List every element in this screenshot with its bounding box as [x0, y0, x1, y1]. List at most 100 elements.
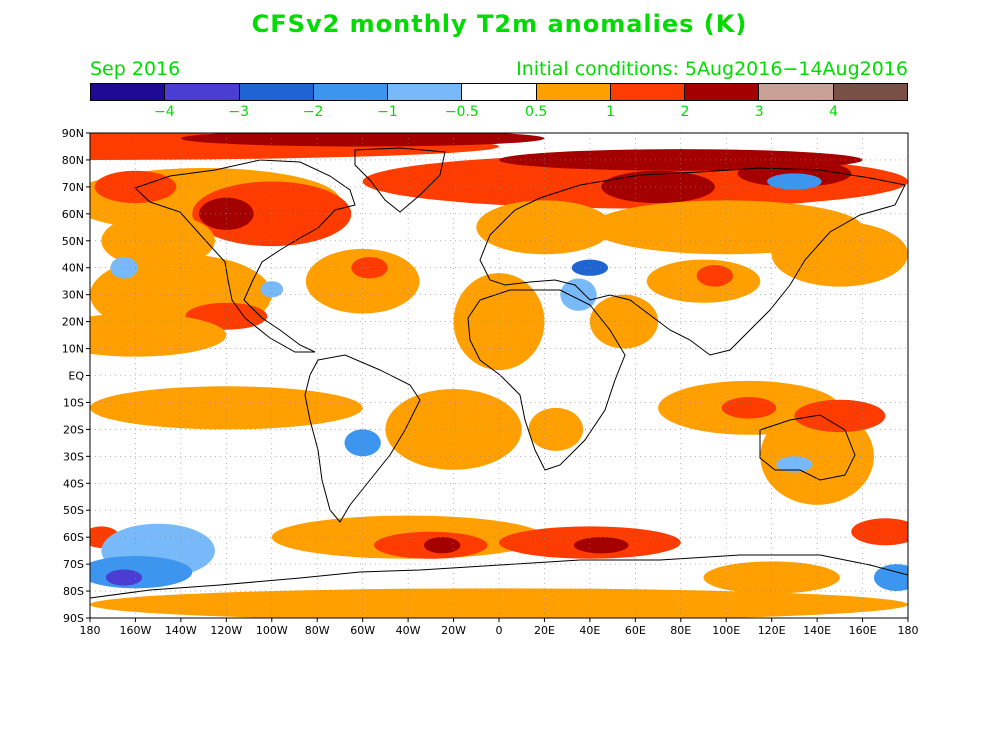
longitude-label: 100W — [256, 624, 288, 637]
antarctica-coast — [90, 554, 908, 599]
latitude-label: 20N — [62, 316, 84, 329]
colorbar-bin — [610, 84, 686, 100]
longitude-label: 140W — [165, 624, 197, 637]
latitude-label: 90N — [62, 127, 84, 140]
colorbar-bin — [759, 84, 834, 100]
eurasia-coast — [479, 167, 906, 356]
colorbar-tick-label: −2 — [302, 104, 324, 120]
colorbar-tick-label: −1 — [377, 104, 398, 120]
anomaly-region — [260, 281, 284, 298]
longitude-labels: 180 160W 140W 120W 100W 80W 60W 40W 20W 0 20E 40E 60… — [80, 618, 919, 637]
anomaly-region — [573, 537, 629, 554]
longitude-label: 160E — [849, 624, 877, 637]
anomaly-region — [344, 429, 381, 457]
north-america-coast — [134, 159, 356, 353]
latitude-label: 70N — [62, 181, 84, 194]
longitude-label: 40W — [396, 624, 421, 637]
latitude-label: 10S — [63, 396, 84, 409]
longitude-label: 120E — [758, 624, 786, 637]
longitude-label: 20W — [441, 624, 466, 637]
colorbar-bin — [833, 84, 907, 100]
colorbar-bin — [462, 84, 537, 100]
colorbar-tick-label: −4 — [154, 104, 175, 120]
anomaly-region — [101, 213, 215, 268]
anomaly-region — [571, 259, 609, 276]
initial-conditions-label: Initial conditions: 5Aug2016−14Aug2016 — [516, 58, 908, 80]
colorbar-bin — [313, 84, 389, 100]
longitude-label: 120W — [210, 624, 242, 637]
colorbar-tick-label: 1 — [606, 104, 615, 120]
anomaly-region — [560, 278, 597, 311]
latitude-labels: 90N 80N 70N 60N 50N 40N 30N 20N 10N EQ 10S 20S 30S 40… — [62, 127, 90, 625]
australia-coast — [759, 414, 856, 481]
map-title: CFSv2 monthly T2m anomalies (K) — [251, 10, 748, 38]
colorbar-tick-label: 3 — [754, 104, 764, 120]
colorbar-bin — [388, 84, 463, 100]
colorbar-tick-label: −0.5 — [444, 104, 479, 120]
colorbar-tick-label: 4 — [829, 104, 839, 120]
latitude-label: 50S — [63, 504, 84, 517]
colorbar — [90, 83, 908, 101]
latitude-label: 40N — [62, 262, 84, 275]
anomaly-region — [737, 159, 852, 187]
longitude-label: 140E — [803, 624, 831, 637]
latitude-label: 30N — [62, 289, 84, 302]
anomaly-region — [105, 569, 143, 586]
anomaly-region — [601, 170, 715, 204]
latitude-label: 70S — [63, 558, 84, 571]
latitude-label: EQ — [68, 370, 84, 383]
anomaly-region — [721, 397, 777, 419]
coastlines — [90, 147, 908, 599]
colorbar-bin — [91, 84, 166, 100]
anomaly-region — [453, 273, 545, 371]
colorbar-tick-label: 2 — [680, 104, 690, 120]
colorbar-bin — [685, 84, 760, 100]
anomaly-region — [851, 518, 908, 546]
longitude-label: 60E — [625, 624, 646, 637]
anomaly-region — [767, 173, 822, 190]
anomaly-region — [424, 537, 461, 554]
greenland-coast — [354, 147, 446, 213]
latitude-label: 20S — [63, 423, 84, 436]
longitude-label: 60W — [350, 624, 375, 637]
africa-coast — [467, 289, 626, 471]
anomaly-region — [90, 386, 363, 430]
latitude-label: 40S — [63, 477, 84, 490]
longitude-label: 40E — [579, 624, 600, 637]
latitude-label: 60N — [62, 208, 84, 221]
anomaly-region — [771, 221, 908, 287]
graticule — [90, 133, 908, 618]
longitude-label: 180 — [898, 624, 919, 637]
longitude-label: 20E — [534, 624, 555, 637]
longitude-label: 80W — [305, 624, 330, 637]
anomaly-region — [305, 248, 420, 314]
forecast-month-label: Sep 2016 — [90, 58, 181, 80]
south-america-coast — [304, 354, 421, 523]
longitude-label: 180 — [80, 624, 101, 637]
anomaly-region — [873, 564, 908, 592]
longitude-label: 160W — [120, 624, 152, 637]
latitude-label: 80N — [62, 154, 84, 167]
anomaly-region — [696, 265, 734, 287]
latitude-label: 50N — [62, 235, 84, 248]
colorbar-bin — [165, 84, 240, 100]
anomaly-region — [385, 388, 522, 470]
latitude-label: 90S — [63, 612, 84, 625]
anomaly-region — [90, 313, 227, 357]
anomaly-region — [351, 256, 388, 279]
anomaly-region — [703, 561, 840, 594]
latitude-label: 10N — [62, 343, 84, 356]
latitude-label: 30S — [63, 450, 84, 463]
latitude-label: 80S — [63, 585, 84, 598]
colorbar-bin — [239, 84, 314, 100]
colorbar-bin — [536, 84, 611, 100]
anomaly-region — [110, 256, 138, 279]
longitude-label: 100E — [712, 624, 740, 637]
colorbar-tick-label: −3 — [228, 104, 250, 120]
longitude-label: 0 — [496, 624, 503, 637]
longitude-label: 80E — [670, 624, 691, 637]
colorbar-tick-label: 0.5 — [525, 104, 548, 120]
latitude-label: 60S — [63, 531, 84, 544]
anomaly-region — [776, 456, 813, 473]
